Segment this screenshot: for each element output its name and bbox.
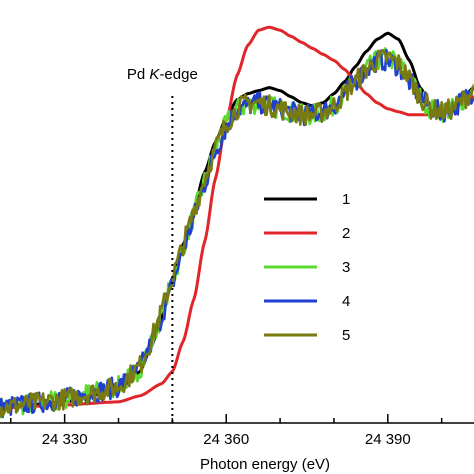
series-line-2: [0, 25, 474, 410]
edge-label-italic: K: [149, 66, 160, 83]
x-tick-label: 24 390: [365, 431, 411, 448]
series-layer: [0, 25, 474, 419]
x-tick-label: 24 330: [42, 431, 88, 448]
x-axis-title: Photon energy (eV): [200, 456, 330, 473]
legend: 1 2 3 4 5: [264, 191, 350, 344]
edge-annotation: Pd K-edge: [127, 66, 198, 423]
series-line-3: [0, 47, 474, 419]
legend-label-1: 1: [342, 191, 350, 208]
legend-label-4: 4: [342, 293, 350, 310]
legend-label-5: 5: [342, 327, 350, 344]
legend-label-2: 2: [342, 225, 350, 242]
edge-label-prefix: Pd: [127, 66, 150, 83]
edge-label-suffix: -edge: [159, 66, 197, 83]
legend-label-3: 3: [342, 259, 350, 276]
series-line-5: [0, 48, 474, 418]
edge-label: Pd K-edge: [127, 66, 198, 83]
series-line-4: [0, 48, 474, 419]
x-tick-label: 24 360: [203, 431, 249, 448]
series-line-1: [0, 31, 474, 410]
